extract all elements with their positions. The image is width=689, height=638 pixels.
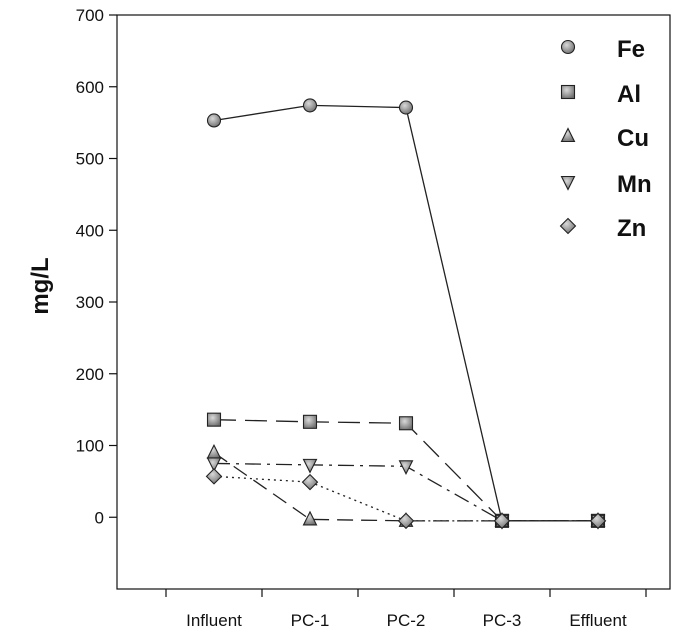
data-point-mn xyxy=(302,458,318,474)
data-point-cu xyxy=(206,443,222,459)
data-point-mn xyxy=(206,457,222,473)
legend-symbol-al xyxy=(560,84,576,100)
data-point-fe xyxy=(398,100,414,115)
plot-frame xyxy=(116,14,671,590)
series-zn xyxy=(205,468,607,530)
data-point-al xyxy=(398,416,414,431)
data-point-al xyxy=(206,412,222,427)
y-tick-label: 600 xyxy=(76,78,104,97)
x-tick-label: Effluent xyxy=(569,611,627,630)
legend: Fe Al Cu Mn Zn xyxy=(559,36,652,242)
y-tick-label: 0 xyxy=(95,508,104,527)
data-point-mn xyxy=(398,460,414,476)
legend-item-fe: Fe xyxy=(560,36,645,63)
data-point-zn xyxy=(205,468,223,485)
y-tick-label: 100 xyxy=(76,437,104,456)
y-axis-label: mg/L xyxy=(27,257,54,314)
data-point-al xyxy=(302,414,318,429)
x-tick-label: PC-3 xyxy=(483,611,522,630)
legend-label-zn: Zn xyxy=(617,215,646,242)
y-tick-label: 700 xyxy=(76,6,104,25)
legend-item-cu: Cu xyxy=(560,125,649,152)
data-point-fe xyxy=(302,98,318,113)
data-point-fe xyxy=(206,113,222,128)
x-tick-label: PC-1 xyxy=(291,611,330,630)
legend-item-zn: Zn xyxy=(559,215,646,242)
data-point-zn xyxy=(301,473,319,491)
series-layer xyxy=(205,98,607,530)
legend-symbol-cu xyxy=(560,127,576,143)
series-line-fe xyxy=(213,104,598,522)
legend-label-fe: Fe xyxy=(617,36,645,63)
legend-label-al: Al xyxy=(617,81,641,108)
x-tick-label: PC-2 xyxy=(387,611,426,630)
y-tick-label: 300 xyxy=(76,293,104,312)
legend-item-al: Al xyxy=(560,81,641,108)
y-tick-label: 400 xyxy=(76,221,104,240)
legend-item-mn: Mn xyxy=(560,171,652,198)
legend-label-mn: Mn xyxy=(617,171,652,198)
data-point-cu xyxy=(302,510,318,526)
x-tick-label: Influent xyxy=(186,611,242,630)
y-tick-label: 200 xyxy=(76,365,104,384)
legend-symbol-mn xyxy=(560,175,576,191)
data-point-zn xyxy=(493,512,511,530)
data-point-zn xyxy=(397,512,415,530)
data-point-zn xyxy=(589,512,607,530)
legend-label-cu: Cu xyxy=(617,125,649,152)
legend-symbol-zn xyxy=(559,217,577,235)
y-tick-label: 500 xyxy=(76,150,104,169)
legend-symbol-fe xyxy=(560,39,576,55)
x-axis: Influent PC-1 PC-2 PC-3 Effluent xyxy=(165,589,647,630)
y-axis: 0 100 200 300 400 500 600 700 xyxy=(76,6,117,527)
